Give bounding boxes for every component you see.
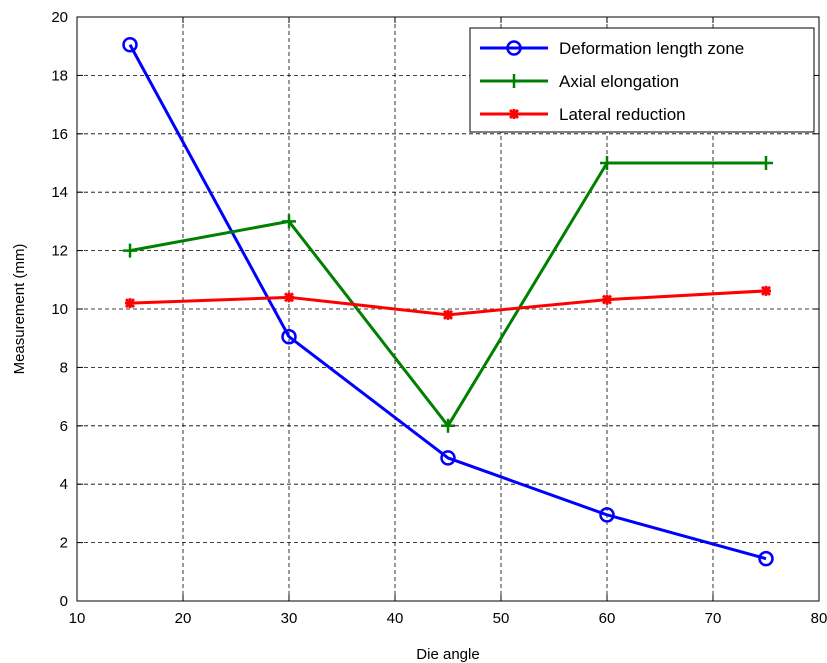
y-tick-label: 20 <box>51 9 68 26</box>
y-tick-label: 6 <box>60 418 68 435</box>
y-tick-label: 0 <box>60 593 68 610</box>
data-point <box>441 418 455 433</box>
axis-ticks <box>76 16 820 602</box>
data-point <box>125 298 135 309</box>
series-line <box>129 161 766 428</box>
legend-item: Axial elongation <box>480 72 679 91</box>
grid-lines <box>77 17 819 601</box>
series-line <box>128 44 767 561</box>
data-point <box>758 550 774 567</box>
data-point <box>600 156 614 170</box>
data-point <box>443 309 453 320</box>
y-axis-title: Measurement (mm) <box>11 244 28 375</box>
y-tick-label: 14 <box>51 184 68 201</box>
tick-labels: 10 20 30 40 50 60 70 80 0 2 4 6 8 10 12 14 16 18 20 <box>51 9 827 627</box>
series-layer <box>122 36 774 567</box>
legend-label: Lateral reduction <box>559 105 686 124</box>
y-tick-label: 8 <box>60 359 68 376</box>
data-point <box>123 243 137 258</box>
legend-label: Axial elongation <box>559 72 679 91</box>
x-tick-label: 30 <box>281 610 298 627</box>
legend-item: Lateral reduction <box>480 105 686 124</box>
y-tick-label: 12 <box>51 243 68 260</box>
legend-label: Deformation length zone <box>559 39 744 58</box>
x-tick-label: 20 <box>175 610 192 627</box>
y-tick-label: 2 <box>60 535 68 552</box>
x-tick-label: 50 <box>493 610 510 627</box>
x-tick-label: 40 <box>387 610 404 627</box>
x-tick-label: 70 <box>705 610 722 627</box>
data-point <box>282 214 296 229</box>
data-point <box>440 450 456 466</box>
series-2 <box>123 156 773 433</box>
y-tick-label: 10 <box>51 301 68 318</box>
series-3 <box>125 285 771 320</box>
data-point <box>284 292 294 303</box>
y-tick-label: 18 <box>51 67 68 84</box>
legend: Deformation length zone Axial elongation L… <box>469 27 815 133</box>
x-tick-label: 60 <box>599 610 616 627</box>
data-point <box>759 156 773 170</box>
data-point <box>602 294 612 305</box>
x-tick-label: 80 <box>811 610 827 627</box>
x-axis-title: Die angle <box>416 646 479 663</box>
y-tick-label: 16 <box>51 126 68 143</box>
y-tick-label: 4 <box>60 476 68 493</box>
data-point <box>122 36 138 53</box>
series-1 <box>122 36 774 567</box>
x-tick-label: 10 <box>69 610 86 627</box>
legend-marker <box>506 40 522 56</box>
data-point <box>761 285 771 296</box>
legend-item: Deformation length zone <box>480 39 744 58</box>
data-point <box>281 328 297 345</box>
data-point <box>599 507 615 523</box>
legend-marker <box>509 109 519 119</box>
legend-marker <box>507 74 521 88</box>
